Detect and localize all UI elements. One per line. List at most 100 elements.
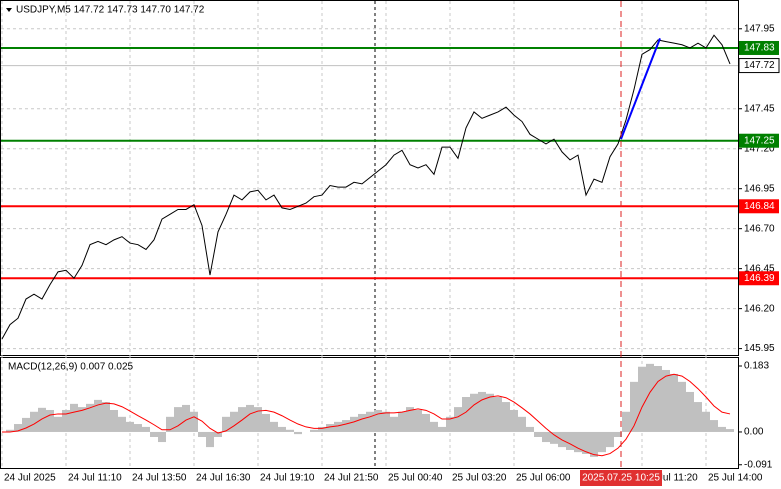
y-tick-label: 147.95	[744, 23, 775, 34]
macd-bar	[174, 407, 182, 432]
macd-bar	[70, 403, 78, 432]
current-price-label: 147.72	[744, 60, 775, 71]
macd-bar	[214, 431, 222, 438]
macd-bar	[118, 416, 126, 432]
level-label-box	[739, 133, 779, 148]
level-label-box	[739, 199, 779, 214]
trendline	[620, 38, 661, 140]
macd-bar	[270, 421, 278, 432]
y-tick-label: -0.091	[744, 459, 773, 470]
macd-bar	[38, 407, 46, 432]
macd-bar	[462, 397, 470, 432]
x-tick-label: 25 Jul 14:00	[708, 473, 763, 484]
macd-bar	[366, 411, 374, 432]
macd-bar	[206, 431, 214, 448]
macd-bar	[598, 431, 606, 453]
macd-bar	[342, 420, 350, 432]
macd-bar	[606, 431, 614, 448]
x-tick-label: 24 Jul 21:50	[324, 473, 379, 484]
macd-bar	[438, 426, 446, 432]
chart-title: USDJPY,M5 147.72 147.73 147.70 147.72	[16, 5, 205, 16]
macd-bar	[326, 424, 334, 432]
macd-bar	[134, 424, 142, 432]
macd-bar	[710, 420, 718, 432]
x-tick-label: 25 Jul 06:00	[516, 473, 571, 484]
macd-bar	[406, 407, 414, 432]
macd-bar	[14, 424, 22, 432]
macd-bar	[646, 363, 654, 432]
macd-bar	[182, 404, 190, 432]
macd-bar	[110, 409, 118, 432]
macd-bar	[526, 426, 534, 432]
macd-bar	[454, 407, 462, 432]
macd-bar	[126, 421, 134, 432]
y-tick-label: 146.45	[744, 263, 775, 274]
macd-bar	[502, 402, 510, 432]
y-tick-label: 147.20	[744, 143, 775, 154]
macd-bar	[6, 429, 14, 432]
y-tick-label: 147.45	[744, 103, 775, 114]
macd-bar	[294, 431, 302, 435]
macd-bar	[318, 426, 326, 432]
macd-bar	[398, 411, 406, 432]
macd-bar	[278, 426, 286, 432]
macd-bar	[286, 429, 294, 432]
macd-bar	[614, 431, 622, 438]
macd-bar	[94, 399, 102, 432]
plot-layer	[1, 1, 738, 468]
macd-bar	[382, 411, 390, 432]
macd-bar	[390, 416, 398, 432]
macd-bar	[702, 411, 710, 432]
macd-bar	[142, 426, 150, 432]
dropdown-icon	[6, 8, 12, 12]
macd-bar	[662, 369, 670, 432]
macd-bar	[654, 366, 662, 432]
macd-bar	[510, 409, 518, 432]
macd-bar	[30, 411, 38, 432]
macd-bar	[62, 409, 70, 432]
y-tick-label: 146.20	[744, 303, 775, 314]
macd-bar	[494, 397, 502, 432]
macd-bar	[102, 402, 110, 432]
level-label: 146.84	[744, 201, 775, 212]
x-tick-label: 24 Jul 11:10	[68, 473, 122, 484]
macd-bar	[350, 416, 358, 432]
macd-bar	[622, 411, 630, 432]
macd-bar	[630, 381, 638, 432]
macd-bar	[518, 416, 526, 432]
macd-bar	[190, 411, 198, 432]
x-tick-label: 24 Jul 19:10	[260, 473, 315, 484]
price-line	[1, 34, 731, 340]
level-label-box	[739, 40, 779, 55]
macd-bar	[590, 431, 598, 457]
y-tick-label: 146.70	[744, 223, 775, 234]
macd-bar	[550, 431, 558, 444]
macd-bar	[446, 416, 454, 432]
macd-bar	[86, 403, 94, 432]
crosshair-label: 2025.07.25 10:25	[582, 473, 660, 484]
y-tick-label: 146.95	[744, 183, 775, 194]
x-tick-label: 25 Jul 03:20	[452, 473, 507, 484]
x-tick-label: 25 Jul 11:20	[644, 473, 698, 484]
level-label: 147.25	[744, 135, 775, 146]
macd-bar	[686, 391, 694, 432]
macd-bar	[246, 404, 254, 432]
macd-bar	[46, 409, 54, 432]
y-tick-label: 0.00	[744, 427, 764, 438]
macd-bar	[158, 431, 166, 443]
level-label: 146.39	[744, 273, 775, 284]
macd-bar	[166, 416, 174, 432]
macd-bar	[414, 409, 422, 432]
macd-title: MACD(12,26,9) 0.007 0.025	[8, 362, 134, 373]
macd-bar	[422, 413, 430, 432]
macd-bar	[54, 416, 62, 432]
macd-bar	[574, 431, 582, 453]
macd-bar	[542, 431, 550, 443]
macd-bar	[678, 381, 686, 432]
x-tick-label: 24 Jul 13:50	[132, 473, 187, 484]
y-tick-label: 145.95	[744, 343, 775, 354]
x-tick-label: 25 Jul 00:40	[388, 473, 443, 484]
macd-bar	[254, 407, 262, 432]
x-tick-label: 24 Jul 16:30	[196, 473, 251, 484]
macd-bar	[718, 426, 726, 432]
